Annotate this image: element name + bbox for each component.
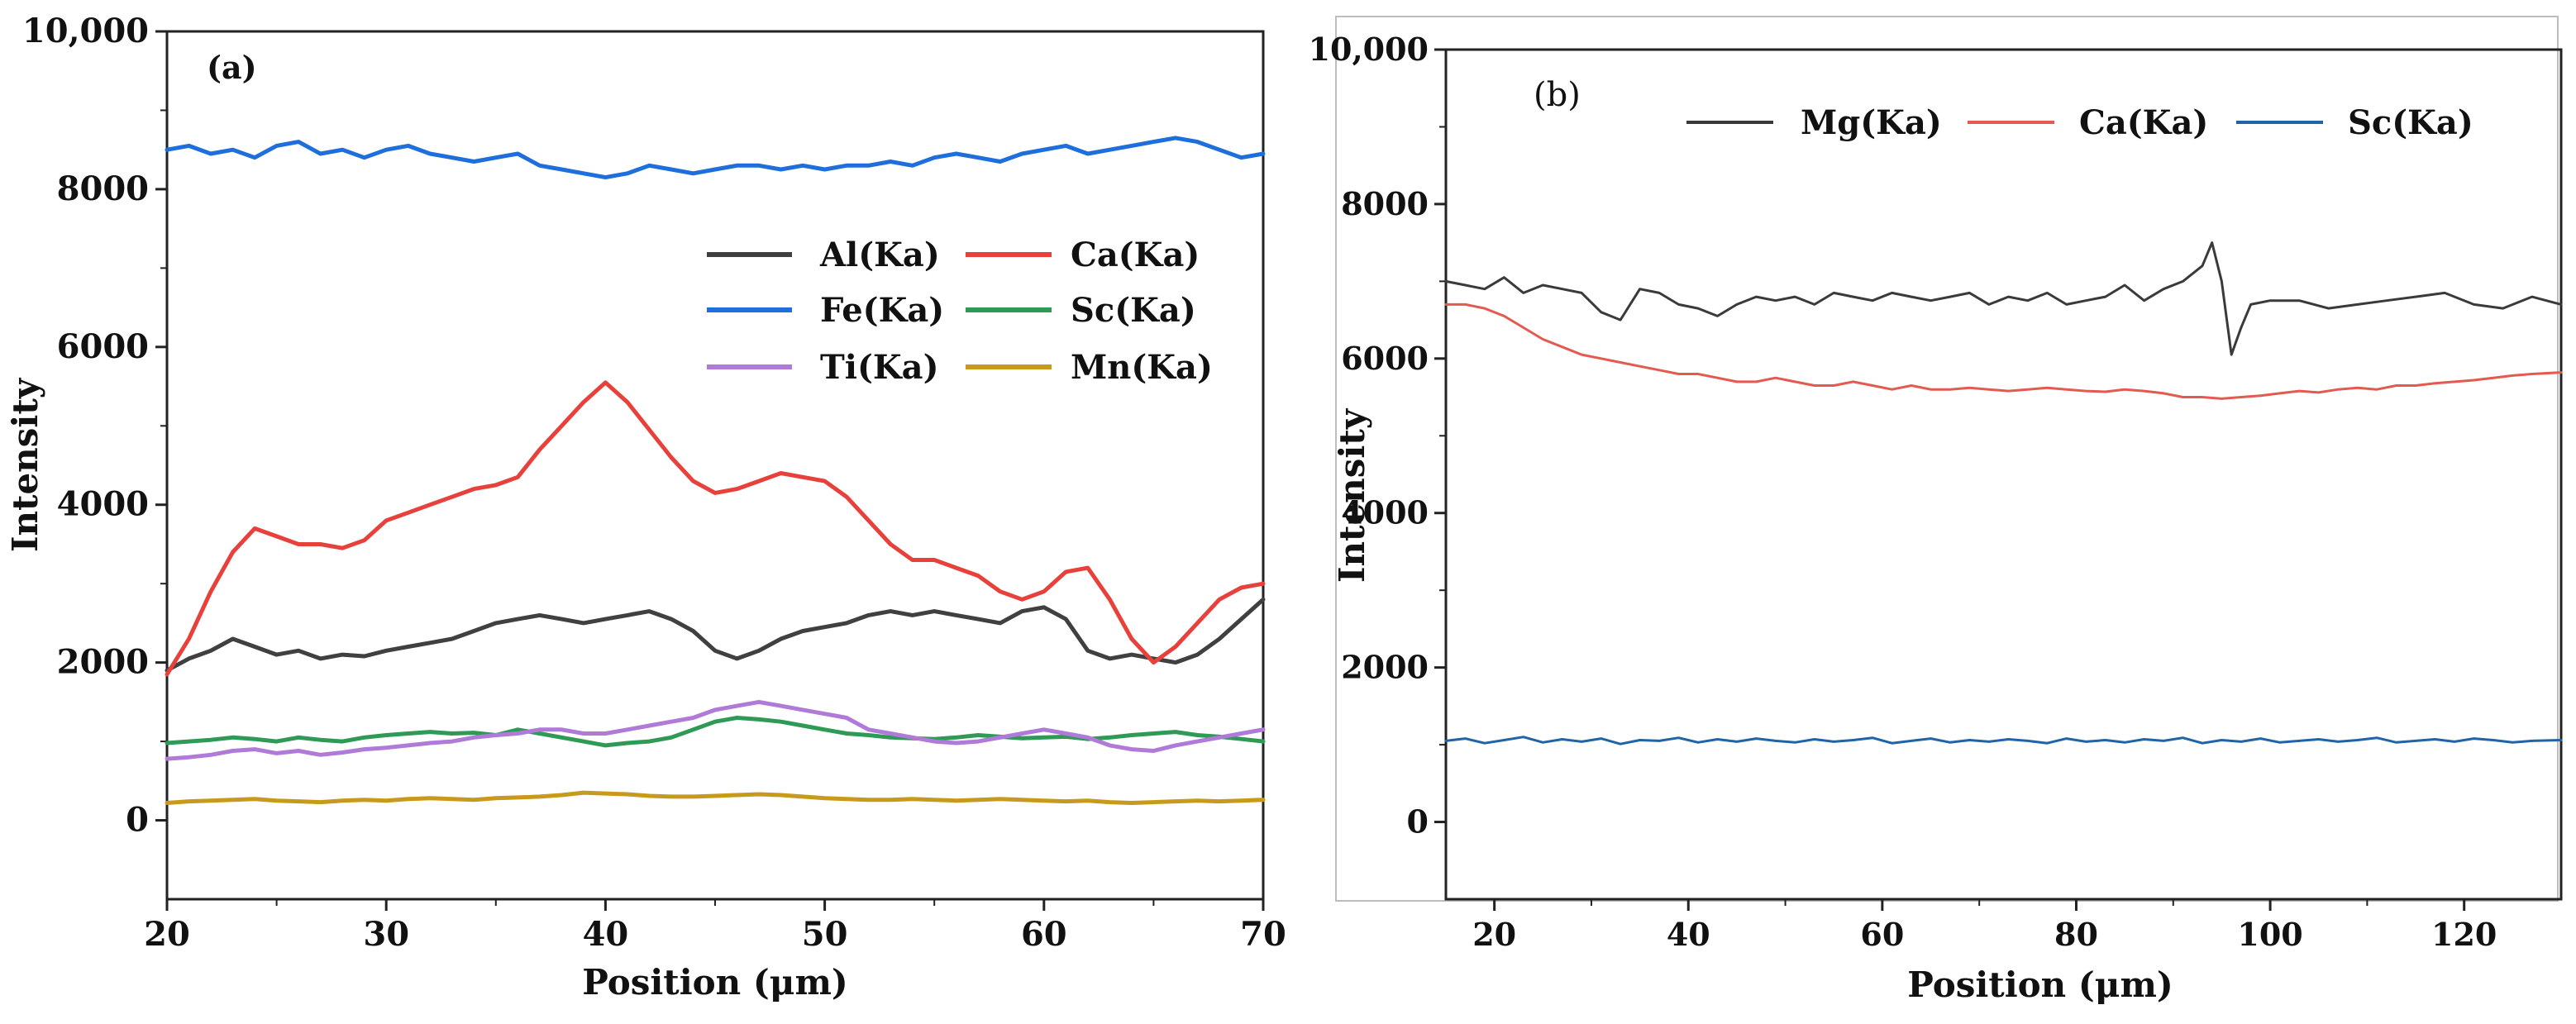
legend-entry-sc-b: Sc(Ka) bbox=[2236, 103, 2473, 142]
panel-a-y-tick-label: 0 bbox=[126, 801, 149, 840]
panel-a-x-tick-label: 60 bbox=[1021, 915, 1067, 954]
panel-a-x-axis-title: Position (μm) bbox=[582, 962, 848, 1003]
panel-b-x-tick-label: 60 bbox=[1860, 916, 1904, 953]
legend-entry-ca: Ca(Ka) bbox=[966, 236, 1200, 274]
panel-a-x-tick-label: 40 bbox=[583, 915, 629, 954]
panel-a-x-ticks: 20 30 40 50 60 70 bbox=[144, 899, 1286, 954]
panel-a-y-tick-label: 4000 bbox=[57, 485, 149, 524]
panel-b-x-tick-label: 100 bbox=[2237, 916, 2302, 953]
legend-label-ca: Ca(Ka) bbox=[1071, 236, 1200, 274]
panel-b-plot-frame bbox=[1444, 48, 2563, 901]
panel-b-label: (b) bbox=[1534, 76, 1581, 114]
panel-a-label: (a) bbox=[207, 49, 257, 86]
panel-a-series-mn-ka bbox=[165, 790, 1266, 805]
panel-a-x-tick-label: 20 bbox=[144, 915, 190, 954]
legend-entry-fe: Fe(Ka) bbox=[707, 291, 944, 330]
legend-label-fe: Fe(Ka) bbox=[820, 291, 944, 330]
panel-b-y-ticks: 0 2000 4000 6000 8000 10,000 bbox=[1309, 31, 1446, 841]
legend-entry-mg: Mg(Ka) bbox=[1686, 103, 1942, 142]
legend-label-sc-b: Sc(Ka) bbox=[2348, 103, 2473, 142]
panel-a-y-ticks: 0 2000 4000 6000 8000 10,000 bbox=[22, 12, 167, 840]
panel-a-series-fe-ka bbox=[165, 136, 1266, 180]
panel-a-legend: Al(Ka) Ca(Ka) Fe(Ka) Sc(Ka) Ti(Ka) Mn(Ka… bbox=[707, 236, 1213, 387]
legend-entry-al: Al(Ka) bbox=[707, 236, 940, 274]
panel-b-x-tick-label: 80 bbox=[2054, 916, 2098, 953]
panel-b-x-tick-label: 20 bbox=[1472, 916, 1516, 953]
panel-b-series-sc-ka bbox=[1444, 736, 2563, 745]
panel-b-x-tick-label: 40 bbox=[1667, 916, 1710, 953]
legend-entry-ca-b: Ca(Ka) bbox=[1968, 103, 2208, 142]
panel-b-x-ticks: 20 40 60 80 100 120 bbox=[1472, 899, 2497, 953]
panel-b-y-tick-label: 4000 bbox=[1341, 494, 1429, 531]
panel-b-y-tick-label: 8000 bbox=[1341, 185, 1429, 222]
panel-b-series-mg-ka bbox=[1444, 241, 2563, 356]
panel-a-x-tick-label: 50 bbox=[802, 915, 848, 954]
panel-b-y-tick-label: 2000 bbox=[1341, 649, 1429, 686]
panel-a-x-tick-label: 30 bbox=[363, 915, 409, 954]
panel-a-y-axis-title: Intensity bbox=[5, 377, 45, 552]
panel-b-series bbox=[1444, 241, 2563, 745]
legend-label-mn: Mn(Ka) bbox=[1071, 348, 1213, 387]
panel-a: 0 2000 4000 6000 8000 10,000 20 30 40 50 60 70 (a)… bbox=[5, 12, 1286, 1003]
panel-a-series-sc-ka bbox=[165, 716, 1266, 748]
panel-b-series-ca-ka bbox=[1444, 302, 2563, 400]
panel-a-plot-frame bbox=[165, 30, 1265, 901]
legend-label-mg: Mg(Ka) bbox=[1801, 103, 1942, 142]
panel-a-y-tick-label: 6000 bbox=[57, 327, 149, 366]
panel-a-y-tick-label: 8000 bbox=[57, 169, 149, 208]
panel-b-x-tick-label: 120 bbox=[2431, 916, 2497, 953]
panel-a-series-ca-ka bbox=[165, 380, 1266, 677]
panel-b: 0 2000 4000 6000 8000 10,000 20 40 60 80 100 120 (… bbox=[1309, 16, 2563, 1005]
legend-entry-ti: Ti(Ka) bbox=[707, 348, 939, 387]
legend-label-ca-b: Ca(Ka) bbox=[2079, 103, 2208, 142]
legend-entry-mn: Mn(Ka) bbox=[966, 348, 1213, 387]
panel-a-series bbox=[165, 136, 1266, 805]
legend-label-al: Al(Ka) bbox=[819, 236, 940, 274]
legend-entry-sc: Sc(Ka) bbox=[966, 291, 1196, 330]
panel-b-y-tick-label: 6000 bbox=[1341, 340, 1429, 377]
panel-a-y-tick-label: 10,000 bbox=[22, 12, 149, 50]
panel-a-x-tick-label: 70 bbox=[1240, 915, 1286, 954]
panel-b-outer-border bbox=[1335, 16, 2559, 902]
panel-b-x-axis-title: Position (μm) bbox=[1907, 964, 2173, 1005]
legend-label-sc: Sc(Ka) bbox=[1071, 291, 1196, 330]
panel-a-series-al-ka bbox=[165, 597, 1266, 673]
panel-a-y-tick-label: 2000 bbox=[57, 643, 149, 682]
legend-label-ti: Ti(Ka) bbox=[820, 348, 939, 387]
panel-b-y-tick-label: 0 bbox=[1407, 803, 1429, 841]
panel-b-legend: Mg(Ka) Ca(Ka) Sc(Ka) bbox=[1686, 103, 2473, 142]
panel-b-y-axis-title: Intensity bbox=[1332, 407, 1372, 583]
panel-b-y-tick-label: 10,000 bbox=[1309, 31, 1429, 68]
panel-a-series-ti-ka bbox=[165, 699, 1266, 761]
